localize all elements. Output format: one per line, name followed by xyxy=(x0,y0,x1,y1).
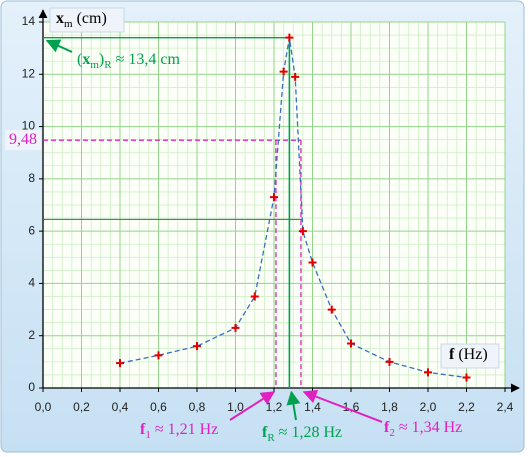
data-point xyxy=(327,305,336,314)
y-tick-label: 10 xyxy=(22,119,36,133)
data-point xyxy=(298,227,307,236)
x-tick-label: 0,6 xyxy=(150,400,167,414)
arrow xyxy=(229,391,276,421)
data-point xyxy=(250,292,259,301)
resonance-amp-label: (xm)R ≈ 13,4 cm xyxy=(77,51,180,71)
y-tick-label: 8 xyxy=(28,171,35,185)
data-point xyxy=(231,323,240,332)
label-part: R xyxy=(104,59,112,71)
label-part: (Hz) xyxy=(454,346,487,363)
curve xyxy=(119,37,467,379)
x-tick-label: 0,4 xyxy=(112,400,129,414)
y-tick-label: 4 xyxy=(28,276,35,290)
x-tick-label: 1,4 xyxy=(304,400,321,414)
label-part: 1 xyxy=(145,429,151,441)
f2-label: f2 ≈ 1,34 Hz xyxy=(384,419,462,439)
data-point xyxy=(308,258,317,267)
label-part: ≈ 1,21 Hz xyxy=(151,421,218,438)
y-axis-label: xm (cm) xyxy=(56,10,107,30)
label-part: f xyxy=(262,424,268,441)
label-part: (cm) xyxy=(73,10,107,27)
label-part: x xyxy=(56,10,64,27)
label-part: x xyxy=(82,51,90,68)
data-point xyxy=(279,67,288,76)
x-tick-label: 1,2 xyxy=(266,400,283,414)
data-point xyxy=(285,33,294,42)
x-tick-label: 0,0 xyxy=(35,400,52,414)
label-part: m xyxy=(90,59,99,71)
x-tick-label: 2,4 xyxy=(497,400,514,414)
label-part: ≈ 13,4 cm xyxy=(112,51,181,68)
grid xyxy=(42,21,506,389)
label-part: ≈ 1,34 Hz xyxy=(395,419,462,436)
data-point xyxy=(385,357,394,366)
arrow xyxy=(302,389,383,423)
label-part: f xyxy=(384,419,390,436)
main: 0,0 0,2 0,4 0,6 0,8 1,0 1,2 1,4 1,6 1,8 2,0 2,2 2,4 0… xyxy=(5,7,520,444)
resonance-f-label: fR ≈ 1,28 Hz xyxy=(262,424,342,444)
data-point xyxy=(462,373,471,382)
x-tick-label: 2,2 xyxy=(458,400,475,414)
label-part: ( xyxy=(77,51,82,68)
data-point xyxy=(424,368,432,377)
data-point xyxy=(347,339,355,348)
label-part: f xyxy=(140,421,146,438)
label-part: ≈ 1,28 Hz xyxy=(275,424,342,441)
data-point xyxy=(154,351,163,360)
label-part: f xyxy=(449,346,455,363)
arrow xyxy=(286,390,301,421)
x-tick-label: 1,8 xyxy=(381,400,398,414)
data-point xyxy=(193,342,201,351)
label-box xyxy=(49,7,125,33)
label-box xyxy=(440,343,500,369)
label-part: m xyxy=(64,18,73,30)
f1-label: f1 ≈ 1,21 Hz xyxy=(140,421,218,441)
label-part: R xyxy=(267,432,275,444)
label-part: ) xyxy=(99,51,104,68)
label-box xyxy=(5,130,41,151)
x-tick-label: 1,6 xyxy=(343,400,360,414)
data-point xyxy=(291,72,300,81)
arrow xyxy=(45,39,73,53)
label-part: 2 xyxy=(389,427,395,439)
data-point xyxy=(116,359,124,368)
y-tick-label: 14 xyxy=(22,14,36,28)
data-point xyxy=(270,193,278,202)
x-axis-label: f (Hz) xyxy=(449,346,488,363)
x-tick-label: 0,8 xyxy=(189,400,206,414)
x-tick-label: 1,0 xyxy=(227,400,244,414)
x-tick-label: 0,2 xyxy=(73,400,90,414)
y-tick-label: 6 xyxy=(28,223,35,237)
level-label: 9,48 xyxy=(9,131,37,148)
y-tick-label: 0 xyxy=(28,380,35,394)
y-tick-label: 2 xyxy=(28,328,35,342)
x-tick-label: 2,0 xyxy=(420,400,437,414)
y-tick-label: 12 xyxy=(22,66,36,80)
